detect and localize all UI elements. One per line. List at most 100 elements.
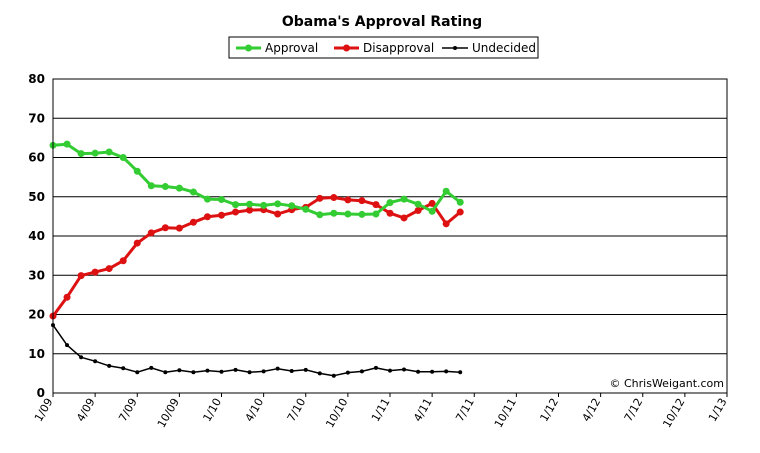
y-axis-ticks: 0 10 20 30 40 50 60 70 80 (28, 72, 45, 400)
data-point (345, 370, 350, 375)
data-point (414, 206, 422, 214)
data-point (428, 207, 436, 215)
data-point (79, 355, 84, 360)
data-point (430, 369, 435, 374)
data-point (147, 229, 155, 237)
x-tick-label: 1/13 (706, 396, 730, 424)
data-point (246, 206, 254, 214)
data-point (105, 148, 113, 156)
x-tick-label: 7/12 (622, 396, 646, 424)
data-point (359, 369, 364, 374)
series-line (51, 196, 462, 317)
x-axis-ticks: 1/09 4/09 7/09 10/09 1/10 4/10 7/10 10/10 1/11 4/… (32, 393, 730, 430)
data-point (91, 268, 99, 276)
x-tick-label: 7/10 (285, 396, 309, 424)
data-point (93, 359, 98, 364)
y-tick-label: 30 (28, 268, 45, 282)
x-tick-label: 1/10 (200, 396, 224, 424)
x-tick-label: 4/11 (411, 396, 435, 424)
data-point (161, 183, 169, 191)
data-point (246, 200, 254, 208)
x-tick-label: 10/12 (660, 396, 687, 430)
series-line (52, 324, 461, 377)
data-point (316, 194, 324, 202)
data-point (63, 140, 71, 148)
y-tick-label: 40 (28, 229, 45, 243)
data-point (358, 210, 366, 218)
data-point (442, 220, 450, 228)
data-point (91, 149, 99, 157)
y-tick-label: 70 (28, 111, 45, 125)
data-point (373, 365, 378, 370)
data-point (189, 188, 197, 196)
data-point (400, 214, 408, 222)
data-point (358, 197, 366, 205)
data-point (177, 368, 182, 373)
data-point (289, 369, 294, 374)
data-point (303, 367, 308, 372)
data-point (428, 199, 436, 207)
data-point (203, 213, 211, 221)
x-tick-label: 1/12 (537, 396, 561, 424)
data-point (261, 369, 266, 374)
data-point (247, 370, 252, 375)
gridlines (53, 78, 727, 394)
y-tick-label: 10 (28, 347, 45, 361)
legend-item-undecided: Undecided (442, 41, 536, 55)
data-point (372, 201, 380, 209)
chart-title: Obama's Approval Rating (282, 14, 482, 30)
data-point (386, 209, 394, 217)
data-point (344, 196, 352, 204)
data-point (107, 363, 112, 368)
data-point (233, 367, 238, 372)
data-point (331, 373, 336, 378)
svg-text:Approval: Approval (265, 41, 318, 55)
data-point (330, 209, 338, 217)
series-approval (49, 140, 464, 219)
data-point (163, 370, 168, 375)
data-point (218, 211, 225, 219)
data-point (275, 366, 280, 371)
data-point (119, 154, 127, 161)
series-layer (49, 140, 464, 378)
y-tick-label: 80 (28, 72, 45, 86)
data-point (444, 369, 449, 374)
data-point (386, 199, 394, 207)
plot-area-border (52, 78, 728, 394)
series-line (52, 142, 462, 217)
x-tick-label: 10/10 (323, 396, 350, 430)
data-point (388, 368, 392, 373)
data-point (133, 167, 141, 175)
x-tick-label: 4/10 (243, 396, 267, 424)
data-point (260, 201, 268, 209)
series-undecided (51, 323, 463, 378)
data-point (402, 367, 407, 372)
data-point (414, 200, 422, 208)
data-point (372, 210, 380, 218)
data-point (219, 369, 224, 374)
data-point (77, 150, 85, 158)
legend-item-disapproval: Disapproval (334, 41, 434, 55)
y-tick-label: 20 (28, 308, 45, 322)
x-tick-label: 1/09 (32, 396, 56, 424)
x-tick-label: 10/09 (155, 396, 182, 430)
x-tick-label: 7/09 (116, 396, 140, 424)
x-tick-label: 7/11 (453, 396, 477, 424)
data-point (63, 293, 71, 301)
x-tick-label: 1/11 (369, 396, 393, 424)
data-point (400, 195, 408, 203)
watermark-text: © ChrisWeigant.com (609, 377, 724, 390)
data-point (317, 371, 322, 376)
data-point (232, 201, 240, 209)
data-point (274, 210, 282, 218)
data-point (205, 368, 210, 373)
data-point (161, 224, 169, 232)
data-point (189, 218, 197, 226)
x-tick-label: 4/12 (580, 396, 604, 424)
data-point (121, 366, 126, 371)
data-point (135, 370, 140, 375)
data-point (175, 184, 183, 192)
series-disapproval (49, 194, 464, 320)
data-point (105, 265, 113, 273)
data-point (416, 369, 421, 374)
